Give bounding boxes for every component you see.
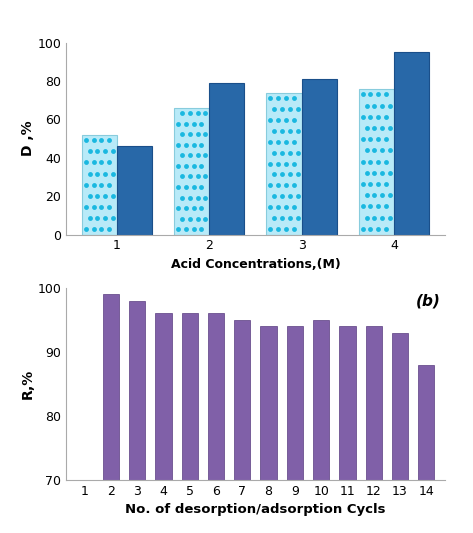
- Bar: [287, 326, 303, 480]
- Bar: [302, 79, 337, 235]
- Bar: [129, 301, 145, 480]
- Y-axis label: R,%: R,%: [21, 369, 35, 399]
- X-axis label: Acid Concentrations,(M): Acid Concentrations,(M): [171, 258, 340, 271]
- Bar: [155, 313, 172, 480]
- Bar: [394, 52, 429, 235]
- Bar: [103, 294, 119, 480]
- Bar: [82, 135, 117, 235]
- Bar: [313, 320, 329, 480]
- Bar: [366, 326, 382, 480]
- Bar: [234, 320, 250, 480]
- Bar: [208, 313, 224, 480]
- Text: (b): (b): [416, 294, 441, 309]
- Bar: [209, 83, 245, 235]
- Bar: [182, 313, 198, 480]
- Bar: [359, 88, 394, 235]
- Bar: [418, 365, 434, 480]
- Bar: [117, 146, 152, 235]
- Bar: [339, 326, 356, 480]
- Bar: [261, 326, 277, 480]
- Bar: [174, 108, 209, 235]
- Bar: [392, 333, 408, 480]
- X-axis label: No. of desorption/adsorption Cycls: No. of desorption/adsorption Cycls: [125, 503, 385, 516]
- Bar: [266, 93, 302, 235]
- Y-axis label: D ,%: D ,%: [21, 121, 35, 156]
